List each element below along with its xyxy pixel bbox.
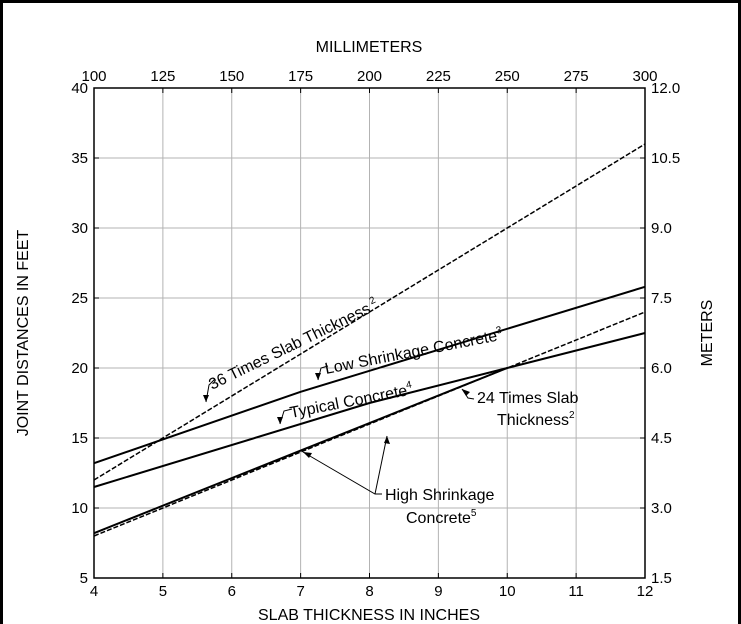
- x2-tick-label: 100: [81, 68, 106, 85]
- x2-tick-label: 275: [564, 68, 589, 85]
- y2-tick-label: 1.5: [651, 570, 672, 587]
- plot-area-border: [93, 87, 646, 579]
- x-tick-label: 10: [499, 583, 516, 600]
- x2-axis-title: MILLIMETERS: [316, 39, 423, 56]
- arrowhead-high-b: [384, 436, 390, 444]
- y-tick-label: 15: [71, 430, 88, 447]
- y2-tick-label: 7.5: [651, 290, 672, 307]
- x-tick-label: 6: [228, 583, 236, 600]
- x-tick-label: 7: [296, 583, 304, 600]
- y-tick-label: 40: [71, 80, 88, 97]
- x2-tick-label: 150: [219, 68, 244, 85]
- x-tick-label: 8: [365, 583, 373, 600]
- y2-tick-label: 6.0: [651, 360, 672, 377]
- arrowhead-36-times: [203, 395, 209, 402]
- x2-tick-label: 250: [495, 68, 520, 85]
- y-axis-title: JOINT DISTANCES IN FEET: [15, 230, 32, 437]
- y-tick-label: 10: [71, 500, 88, 517]
- x-tick-label: 9: [434, 583, 442, 600]
- y-tick-label: 20: [71, 360, 88, 377]
- arrowhead-typical: [277, 417, 283, 424]
- x-tick-label: 5: [159, 583, 167, 600]
- annotation-typical: Typical Concrete4: [288, 379, 414, 422]
- annotation-low-shrinkage: Low Shrinkage Concrete3: [323, 325, 505, 378]
- y2-tick-label: 9.0: [651, 220, 672, 237]
- x2-tick-label: 200: [357, 68, 382, 85]
- series-line-high-shrinkage-concrete: [93, 367, 508, 535]
- y2-axis-title: METERS: [699, 300, 716, 367]
- arrowhead-24-times: [462, 389, 470, 396]
- x-tick-label: 4: [90, 583, 98, 600]
- x2-tick-label: 125: [150, 68, 175, 85]
- x-tick-label: 11: [568, 583, 584, 600]
- y-tick-label: 25: [71, 290, 88, 307]
- y-tick-label: 30: [71, 220, 88, 237]
- series-line-low-shrinkage-concrete: [93, 285, 646, 465]
- y2-tick-label: 4.5: [651, 430, 672, 447]
- x2-tick-label: 300: [632, 68, 657, 85]
- y2-tick-label: 10.5: [651, 150, 680, 167]
- x2-tick-label: 175: [288, 68, 313, 85]
- y-tick-label: 35: [71, 150, 88, 167]
- gridlines: [93, 87, 646, 579]
- series-line-typical-concrete: [93, 332, 646, 488]
- y-tick-label: 5: [80, 570, 88, 587]
- y2-tick-label: 3.0: [651, 500, 672, 517]
- x2-tick-label: 225: [426, 68, 451, 85]
- annotation-high-shrinkage: High Shrinkage Concrete5: [385, 487, 499, 527]
- annotations: 36 Times Slab Thickness2 Low Shrinkage C…: [206, 295, 583, 527]
- tick-labels: 4 100 5 125 6 150 7 175 8 200 9 225 10 250 11 275 12 300 5…: [71, 68, 680, 600]
- y2-tick-label: 12.0: [651, 80, 680, 97]
- arrowhead-low-shrinkage: [315, 373, 321, 380]
- arrowhead-high-a: [303, 452, 312, 458]
- leader-arrowheads: [203, 373, 470, 458]
- series-layer: [93, 143, 646, 537]
- annotation-24-times: 24 Times Slab Thickness2: [477, 390, 583, 429]
- x-tick-label: 12: [637, 583, 654, 600]
- x-axis-title: SLAB THICKNESS IN INCHES: [258, 607, 480, 624]
- series-line-36-times-slab-thickness: [93, 143, 646, 481]
- leader-high-a: [302, 451, 382, 495]
- leader-high-b: [374, 435, 388, 495]
